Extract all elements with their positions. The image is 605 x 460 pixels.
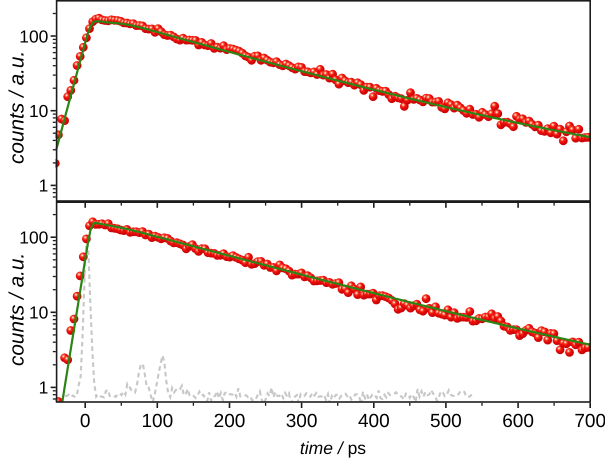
svg-text:1: 1 — [39, 378, 49, 398]
svg-text:counts / a.u.: counts / a.u. — [6, 51, 29, 164]
svg-text:10: 10 — [29, 101, 48, 121]
svg-text:400: 400 — [358, 411, 390, 432]
svg-text:600: 600 — [502, 411, 534, 432]
svg-text:500: 500 — [430, 411, 462, 432]
svg-text:700: 700 — [574, 411, 605, 432]
svg-text:10: 10 — [29, 303, 48, 323]
svg-text:100: 100 — [141, 411, 173, 432]
svg-text:200: 200 — [214, 411, 246, 432]
svg-text:0: 0 — [80, 411, 91, 432]
svg-text:time / ps: time / ps — [300, 438, 366, 458]
svg-text:counts / a.u.: counts / a.u. — [6, 253, 29, 366]
svg-text:300: 300 — [286, 411, 318, 432]
svg-text:100: 100 — [19, 228, 48, 248]
svg-text:100: 100 — [19, 26, 48, 46]
svg-text:1: 1 — [39, 176, 49, 196]
